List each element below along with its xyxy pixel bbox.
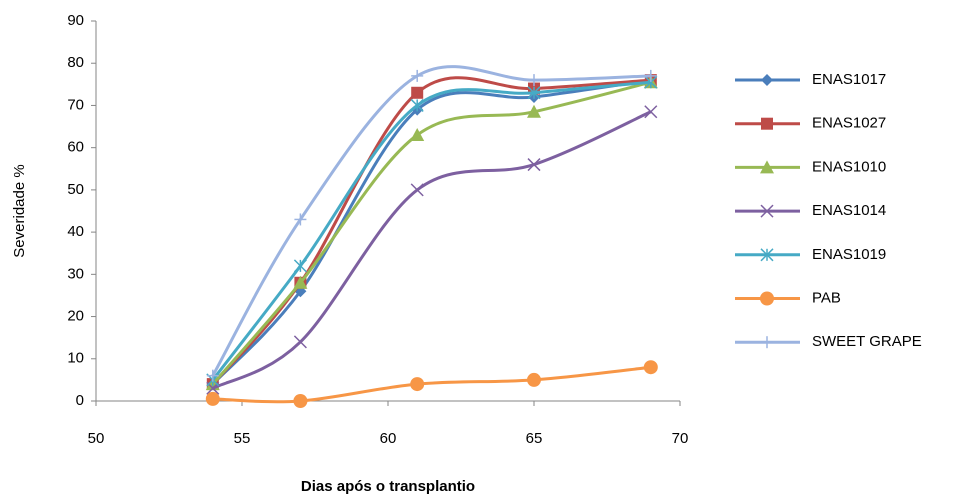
marker-shape [293, 275, 308, 289]
legend-label: ENAS1019 [812, 246, 886, 263]
y-tick-label: 70 [67, 96, 84, 113]
marker [761, 117, 773, 130]
marker [527, 372, 541, 387]
y-tick-label: 50 [67, 181, 84, 198]
legend-label: PAB [812, 289, 841, 306]
marker [761, 336, 773, 349]
marker [527, 158, 541, 172]
marker [527, 104, 541, 118]
marker-shape [411, 86, 424, 99]
legend-label: ENAS1027 [812, 115, 886, 132]
marker [294, 213, 307, 226]
marker [760, 204, 774, 218]
marker [410, 183, 424, 197]
marker-stroke [644, 105, 658, 119]
marker [644, 105, 658, 119]
series-line [211, 80, 651, 381]
marker [410, 98, 424, 112]
marker [760, 248, 774, 262]
legend-label: SWEET GRAPE [812, 333, 922, 350]
marker-stroke [410, 183, 424, 197]
marker-shape [761, 74, 773, 86]
y-tick-label: 10 [67, 350, 84, 367]
marker-shape [761, 117, 773, 130]
marker [205, 391, 220, 406]
marker [411, 86, 424, 99]
series-line [212, 365, 651, 404]
marker [293, 335, 307, 349]
marker [760, 160, 774, 174]
series-line [212, 110, 652, 390]
marker [410, 128, 425, 141]
y-tick-label: 60 [67, 139, 84, 156]
x-axis-title: Dias após o transplantio [301, 478, 475, 495]
marker [644, 69, 657, 82]
marker [293, 275, 308, 289]
y-tick-label: 30 [67, 265, 84, 282]
marker-shape [760, 160, 774, 174]
y-tick-label: 80 [67, 54, 84, 71]
x-tick-label: 65 [526, 430, 543, 447]
marker [643, 360, 658, 375]
marker [411, 69, 424, 82]
marker-shape [410, 377, 425, 392]
legend-label: ENAS1014 [812, 202, 886, 219]
marker-shape [760, 291, 774, 306]
series-line [211, 65, 651, 377]
x-tick-label: 50 [88, 430, 105, 447]
marker [206, 369, 219, 382]
marker-shape [527, 104, 541, 118]
marker-stroke [527, 158, 541, 172]
y-tick-label: 0 [76, 392, 84, 409]
marker-shape [293, 394, 308, 408]
legend-label: ENAS1017 [812, 71, 886, 88]
marker-shape [205, 391, 220, 406]
marker-shape [410, 128, 425, 141]
marker [410, 377, 425, 392]
marker [293, 259, 307, 273]
marker-stroke [760, 204, 774, 218]
x-tick-label: 60 [380, 430, 397, 447]
marker-shape [527, 372, 541, 387]
y-tick-label: 90 [67, 12, 84, 29]
y-axis-title: Severidade % [11, 164, 28, 257]
marker [528, 74, 540, 87]
series-line [211, 78, 652, 386]
series-line [211, 76, 651, 386]
marker [527, 86, 541, 100]
x-tick-label: 55 [234, 430, 251, 447]
marker-shape [643, 360, 658, 375]
x-tick-label: 70 [672, 430, 689, 447]
series-line [211, 80, 652, 386]
legend-label: ENAS1010 [812, 158, 886, 175]
marker [293, 394, 308, 408]
marker [761, 74, 773, 86]
marker [760, 291, 774, 306]
marker-stroke [293, 335, 307, 349]
y-tick-label: 40 [67, 223, 84, 240]
y-tick-label: 20 [67, 308, 84, 325]
